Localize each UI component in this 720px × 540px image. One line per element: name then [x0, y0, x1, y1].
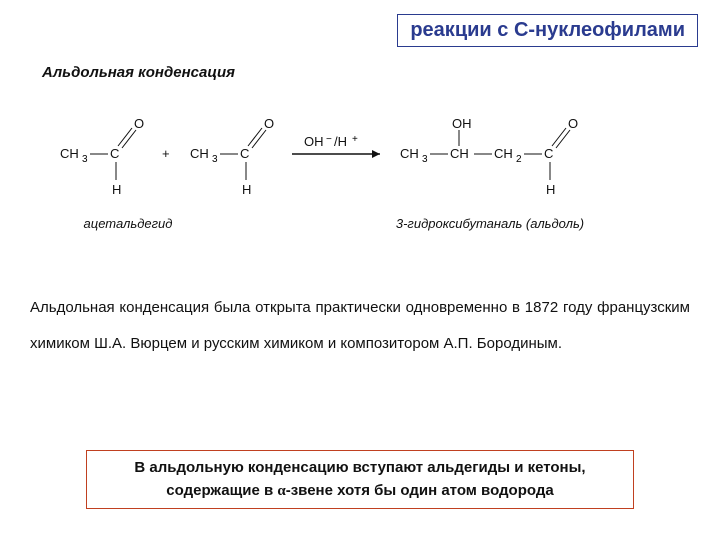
molecule-acetaldehyde-2: CH 3 C O H — [190, 118, 274, 197]
svg-text:H: H — [546, 182, 555, 197]
body-paragraph: Альдольная конденсация была открыта прак… — [30, 290, 690, 362]
highlight-alpha: α — [277, 483, 285, 499]
svg-text:−: − — [326, 134, 332, 145]
product-label: 3-гидроксибутаналь (альдоль) — [396, 216, 584, 231]
molecule-acetaldehyde-1: CH 3 C O H — [60, 118, 144, 197]
svg-text:CH: CH — [190, 146, 209, 161]
svg-text:O: O — [134, 118, 144, 131]
page-title-box: реакции с С-нуклеофилами — [397, 14, 698, 47]
svg-text:/H: /H — [334, 134, 347, 149]
svg-text:+: + — [352, 134, 358, 145]
svg-text:CH: CH — [450, 146, 469, 161]
svg-text:C: C — [110, 146, 119, 161]
highlight-box: В альдольную конденсацию вступают альдег… — [86, 450, 634, 509]
reactant-label: ацетальдегид — [84, 216, 173, 231]
svg-text:3: 3 — [422, 154, 428, 165]
svg-text:O: O — [568, 118, 578, 131]
svg-text:C: C — [240, 146, 249, 161]
svg-text:OH: OH — [452, 118, 472, 131]
svg-text:CH: CH — [60, 146, 79, 161]
section-subtitle: Альдольная конденсация — [42, 64, 235, 81]
plus-icon: + — [162, 146, 170, 161]
svg-text:C: C — [544, 146, 553, 161]
svg-text:3: 3 — [82, 154, 88, 165]
svg-text:3: 3 — [212, 154, 218, 165]
reaction-diagram: CH 3 C O H + CH 3 C O H OH − /H + CH 3 — [60, 118, 660, 273]
svg-text:OH: OH — [304, 134, 324, 149]
page-title: реакции с С-нуклеофилами — [410, 19, 685, 41]
svg-text:H: H — [242, 182, 251, 197]
molecule-aldol-product: CH 3 CH OH CH 2 C O H — [400, 118, 578, 197]
svg-text:O: O — [264, 118, 274, 131]
svg-text:2: 2 — [516, 154, 522, 165]
highlight-line2a: содержащие в — [166, 482, 277, 499]
reaction-arrow: OH − /H + — [292, 134, 380, 158]
svg-text:CH: CH — [400, 146, 419, 161]
highlight-line2b: -звене хотя бы один атом водорода — [286, 482, 554, 499]
highlight-line1: В альдольную конденсацию вступают альдег… — [134, 459, 585, 476]
svg-text:CH: CH — [494, 146, 513, 161]
svg-text:H: H — [112, 182, 121, 197]
